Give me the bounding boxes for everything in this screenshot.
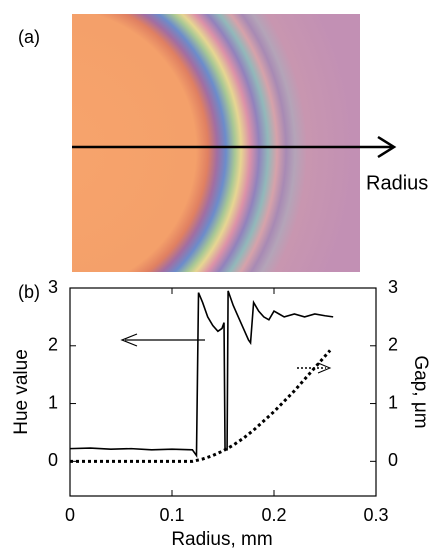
y2-tick-label: 3 xyxy=(388,277,398,297)
y2-tick-label: 2 xyxy=(388,335,398,355)
y2-axis-label: Gap, μm xyxy=(410,355,431,428)
y-axis-label: Hue value xyxy=(11,349,32,435)
data-line xyxy=(70,349,332,463)
interference-image xyxy=(72,14,360,272)
panel-label: (b) xyxy=(18,282,40,302)
x-tick-label: 0.1 xyxy=(159,505,184,525)
plot-frame xyxy=(69,287,377,497)
radius-arrow-head xyxy=(377,135,397,159)
x-tick-label: 0 xyxy=(65,505,75,525)
y-tick-label: 3 xyxy=(48,277,58,297)
panel-label: (a) xyxy=(18,27,40,47)
radius-label: Radius xyxy=(366,172,428,194)
data-line xyxy=(69,290,334,459)
x-tick-label: 0.2 xyxy=(261,505,286,525)
x-tick-label: 0.3 xyxy=(363,505,388,525)
y2-tick-label: 1 xyxy=(388,392,398,412)
y-tick-label: 0 xyxy=(48,450,58,470)
y-tick-label: 2 xyxy=(48,335,58,355)
y2-tick-label: 0 xyxy=(388,450,398,470)
hue-axis-arrow-head xyxy=(120,333,138,347)
y-tick-label: 1 xyxy=(48,392,58,412)
x-axis-label: Radius, mm xyxy=(171,529,272,549)
gap-axis-arrow-head xyxy=(317,362,332,374)
